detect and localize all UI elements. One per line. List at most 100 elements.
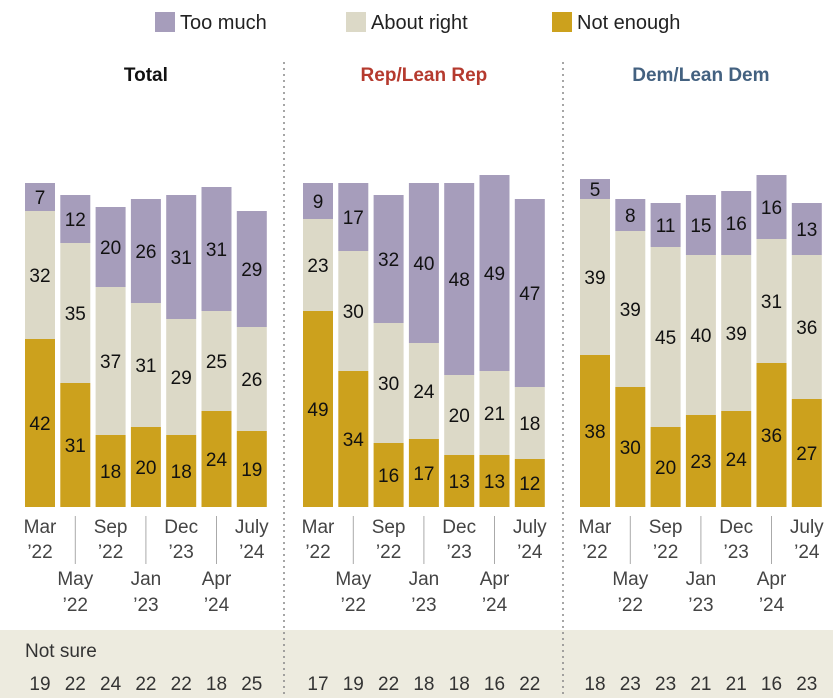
data-label: 37 [100, 352, 121, 373]
data-label: 26 [241, 370, 262, 391]
bar-not-enough [95, 435, 126, 507]
x-tick-label: Jan [131, 569, 162, 590]
bar-not-enough [373, 443, 404, 507]
data-label: 16 [761, 198, 782, 219]
x-tick-label: July [513, 517, 547, 538]
x-tick-label: ’22 [376, 542, 401, 563]
x-axis-labels: Mar’22Sep’22Dec’23July’24May’22Jan’23Apr… [24, 516, 824, 616]
data-label: 49 [484, 264, 505, 285]
bar-too-much [95, 207, 126, 287]
data-label: 13 [484, 472, 505, 493]
data-label: 31 [171, 248, 192, 269]
data-label: 5 [590, 180, 601, 201]
bar-too-much [373, 195, 404, 323]
bar-about-right [756, 239, 787, 363]
data-label: 35 [65, 304, 86, 325]
x-tick-label: ’23 [447, 542, 472, 563]
data-label: 39 [726, 324, 747, 345]
not-sure-band [0, 630, 833, 698]
data-label: 48 [449, 270, 470, 291]
bar-not-enough [650, 427, 681, 507]
data-label: 32 [29, 266, 50, 287]
x-tick-label: ’23 [169, 542, 194, 563]
data-label: 24 [206, 450, 228, 471]
x-tick-label: May [57, 569, 93, 590]
data-label: 24 [726, 450, 748, 471]
not-sure-value: 22 [519, 674, 540, 695]
data-label: 11 [656, 216, 676, 237]
data-label: 31 [206, 240, 227, 261]
bar-about-right [721, 255, 752, 411]
not-sure-value: 21 [690, 674, 711, 695]
bar-about-right [791, 255, 822, 399]
bar-too-much [514, 199, 545, 387]
bar-too-much [303, 183, 333, 219]
not-sure-value: 18 [413, 674, 434, 695]
not-sure-value: 18 [206, 674, 227, 695]
data-label: 42 [29, 414, 50, 435]
data-label: 24 [413, 382, 435, 403]
not-sure-value: 22 [65, 674, 86, 695]
x-tick-label: July [790, 517, 824, 538]
bar-about-right [373, 323, 404, 443]
bar-too-much [580, 179, 610, 199]
x-tick-label: Mar [302, 517, 335, 538]
x-tick-label: Mar [24, 517, 57, 538]
data-label: 39 [620, 300, 641, 321]
x-tick-label: ’22 [582, 542, 607, 563]
data-label: 25 [206, 352, 227, 373]
bar-about-right [685, 255, 716, 415]
data-label: 8 [625, 206, 636, 227]
x-tick-label: Mar [579, 517, 612, 538]
x-tick-label: ’24 [759, 595, 785, 616]
not-sure-value: 21 [726, 674, 747, 695]
panel-titles: Total Rep/Lean Rep Dem/Lean Dem [124, 65, 770, 86]
legend-label-too-much: Too much [180, 12, 267, 34]
not-sure-value: 18 [449, 674, 470, 695]
bar-about-right [201, 311, 232, 411]
x-tick-label: ’24 [794, 542, 820, 563]
data-label: 19 [241, 460, 262, 481]
bar-not-enough [338, 371, 369, 507]
bar-about-right [408, 343, 439, 439]
not-sure-value: 16 [484, 674, 505, 695]
data-label: 47 [519, 284, 540, 305]
data-label: 38 [584, 422, 605, 443]
x-tick-label: ’22 [653, 542, 678, 563]
data-label: 20 [135, 458, 156, 479]
bar-not-enough [60, 383, 91, 507]
data-label: 26 [135, 242, 156, 263]
bar-about-right [60, 243, 91, 383]
data-label: 16 [378, 466, 399, 487]
bar-not-enough [166, 435, 197, 507]
bar-about-right [236, 327, 267, 431]
not-sure-value: 22 [171, 674, 192, 695]
x-tick-label: ’24 [204, 595, 230, 616]
panel-title-2: Rep/Lean Rep [361, 65, 488, 86]
data-label: 34 [343, 430, 365, 451]
bar-too-much [236, 211, 267, 327]
data-label: 15 [690, 216, 711, 237]
data-label: 20 [100, 238, 121, 259]
not-sure-value: 24 [100, 674, 122, 695]
legend-label-about-right: About right [371, 12, 468, 34]
bar-about-right [479, 371, 510, 455]
not-sure-label: Not sure [25, 641, 97, 662]
bars: 42 32 7 31 35 12 18 37 20 20 31 26 18 29 31 24 25 31 19 26 2… [25, 175, 822, 507]
x-tick-label: Jan [409, 569, 440, 590]
bar-about-right [580, 199, 610, 355]
bar-not-enough [756, 363, 787, 507]
x-tick-label: ’23 [133, 595, 158, 616]
not-sure-value: 25 [241, 674, 262, 695]
bar-about-right [650, 247, 681, 427]
not-sure-value: 19 [343, 674, 364, 695]
x-tick-label: ’22 [305, 542, 330, 563]
panel-dividers [283, 62, 564, 698]
data-label: 30 [378, 374, 399, 395]
data-label: 30 [620, 438, 641, 459]
bar-too-much [756, 175, 787, 239]
bar-not-enough [580, 355, 610, 507]
bar-too-much [130, 199, 161, 303]
bar-too-much [615, 199, 646, 231]
x-tick-label: ’22 [27, 542, 52, 563]
